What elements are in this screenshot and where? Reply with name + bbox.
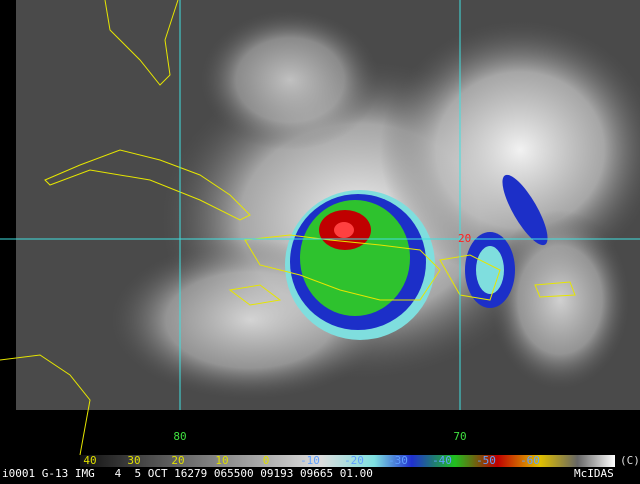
longitude-label: 80 [173, 430, 186, 443]
scale-label: 0 [263, 454, 270, 467]
scale-label: 20 [171, 454, 184, 467]
scale-label: 40 [83, 454, 96, 467]
latitude-label: 20 [458, 232, 471, 245]
scale-label: -60 [520, 454, 540, 467]
scale-label: -20 [344, 454, 364, 467]
color-scale-labels: 40 30 20 10 0 -10 -20 -30 -40 -50 -60 [83, 454, 540, 467]
scale-label: -40 [432, 454, 452, 467]
lat-lon-grid [0, 0, 640, 410]
copyright: (C) [620, 454, 640, 467]
scale-label: -50 [476, 454, 496, 467]
scale-label: -30 [388, 454, 408, 467]
image-info: i0001 G-13 IMG 4 5 OCT 16279 065500 0919… [2, 467, 373, 480]
scale-label: 30 [127, 454, 140, 467]
color-scale-bar [80, 455, 615, 467]
scale-label: -10 [300, 454, 320, 467]
scale-label: 10 [215, 454, 228, 467]
longitude-label: 70 [453, 430, 466, 443]
brand: McIDAS [574, 467, 614, 480]
